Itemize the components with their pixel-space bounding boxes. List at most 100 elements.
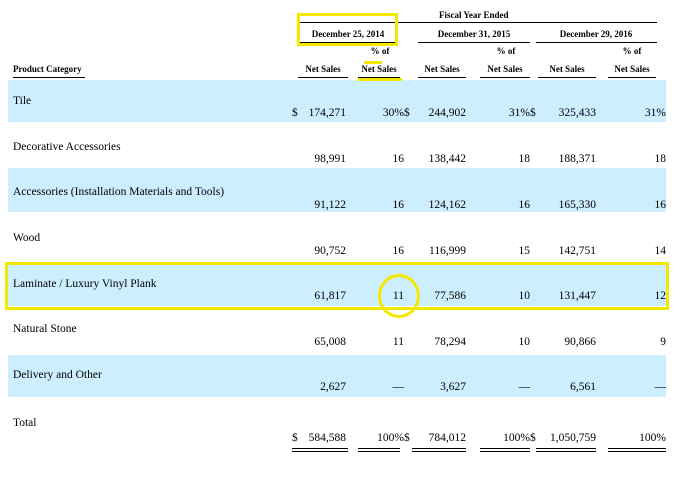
category-label: Natural Stone: [13, 323, 77, 335]
pct-value: 16: [392, 199, 405, 211]
net-sales-value: 98,991: [314, 153, 346, 165]
pct-value: 18: [518, 153, 531, 165]
row-band: [8, 168, 666, 212]
net-sales-value: 165,330: [558, 199, 596, 211]
highlight-mark-pct: [364, 61, 382, 64]
header-underline: [608, 77, 656, 78]
header-underline: [480, 77, 530, 78]
net-sales-value: 91,122: [314, 199, 346, 211]
pct-value: 31%: [644, 107, 666, 119]
pct-of-2015: % of: [496, 46, 516, 56]
pct-value: 9: [660, 336, 666, 348]
pct-value: 30%: [382, 107, 404, 119]
pct-value: 31%: [508, 107, 530, 119]
net-sales-value: 138,442: [428, 153, 466, 165]
row-band: [8, 80, 666, 122]
header-underline: [358, 77, 400, 78]
total-double-underline: [292, 448, 348, 449]
net-sales-value: 784,012: [428, 432, 466, 444]
period-2016: December 29, 2016: [559, 29, 633, 39]
pct-value: 12: [654, 290, 667, 302]
total-double-underline: [358, 448, 400, 449]
net-sales-value: 142,751: [558, 245, 596, 257]
net-sales-value: 174,271: [308, 107, 346, 119]
pct-value: 10: [518, 336, 531, 348]
net-sales-value: 116,999: [429, 245, 466, 257]
product-category-underline: [13, 77, 85, 78]
header-underline: [538, 77, 596, 78]
total-double-underline: [412, 448, 466, 449]
net-sales-value: 584,588: [308, 432, 346, 444]
pct-net-sales-2014-header: Net Sales: [361, 64, 397, 74]
pct-value: 14: [654, 245, 667, 257]
pct-value: 16: [654, 199, 667, 211]
period-2014-underline: [298, 42, 398, 43]
row-band: [8, 355, 666, 397]
pct-net-sales-2016-header: Net Sales: [614, 64, 650, 74]
net-sales-value: 90,752: [314, 245, 346, 257]
total-double-underline: [536, 448, 596, 449]
net-sales-value: 2,627: [320, 381, 346, 393]
net-sales-2014-header: Net Sales: [305, 64, 341, 74]
net-sales-value: 3,627: [440, 381, 466, 393]
total-double-underline: [536, 451, 596, 452]
total-double-underline: [608, 448, 666, 449]
net-sales-value: 188,371: [558, 153, 596, 165]
total-double-underline: [292, 451, 348, 452]
net-sales-value: 244,902: [428, 107, 466, 119]
pct-value: —: [518, 381, 531, 393]
total-double-underline: [480, 451, 530, 452]
highlight-circle-laminate-pct: [378, 274, 420, 318]
net-sales-value: 77,586: [434, 290, 466, 302]
net-sales-2015-header: Net Sales: [424, 64, 460, 74]
period-2016-underline: [536, 42, 657, 43]
pct-value: 16: [518, 199, 531, 211]
category-label: Accessories (Installation Materials and …: [13, 186, 225, 198]
pct-value: —: [654, 381, 667, 393]
pct-value: 100%: [377, 432, 404, 444]
net-sales-value: 65,008: [314, 336, 346, 348]
pct-net-sales-2015-header: Net Sales: [487, 64, 523, 74]
pct-of-2016: % of: [622, 46, 642, 56]
row-band: [8, 264, 666, 306]
pct-value: 100%: [503, 432, 530, 444]
net-sales-value: 1,050,759: [550, 432, 596, 444]
net-sales-value: 90,866: [564, 336, 596, 348]
pct-value: 16: [392, 153, 405, 165]
currency-symbol: $: [404, 432, 410, 444]
currency-symbol: $: [292, 107, 298, 119]
pct-of-2014: % of: [370, 46, 390, 56]
header-underline: [418, 77, 466, 78]
total-double-underline: [608, 451, 666, 452]
net-sales-value: 61,817: [314, 290, 346, 302]
period-2015: December 31, 2015: [437, 29, 511, 39]
total-double-underline: [480, 448, 530, 449]
header-underline: [298, 77, 348, 78]
highlight-underline-pct: [358, 78, 402, 81]
pct-value: —: [392, 381, 405, 393]
category-label: Tile: [13, 95, 32, 107]
category-label: Laminate / Luxury Vinyl Plank: [13, 278, 157, 290]
category-label: Wood: [13, 232, 41, 244]
currency-symbol: $: [404, 107, 410, 119]
pct-value: 15: [518, 245, 531, 257]
currency-symbol: $: [530, 107, 536, 119]
fiscal-year-label: Fiscal Year Ended: [439, 10, 509, 20]
fiscal-underline: [298, 22, 657, 23]
pct-value: 18: [654, 153, 667, 165]
total-double-underline: [358, 451, 400, 452]
highlight-box-laminate-row: [5, 262, 669, 310]
total-double-underline: [412, 451, 466, 452]
pct-value: 10: [518, 290, 531, 302]
pct-value: 100%: [639, 432, 666, 444]
period-2015-underline: [418, 42, 530, 43]
net-sales-2016-header: Net Sales: [549, 64, 585, 74]
pct-value: 16: [392, 245, 405, 257]
category-label: Delivery and Other: [13, 369, 102, 381]
net-sales-value: 78,294: [434, 336, 466, 348]
net-sales-value: 131,447: [558, 290, 596, 302]
pct-value: 11: [392, 336, 404, 348]
currency-symbol: $: [530, 432, 536, 444]
net-sales-value: 124,162: [428, 199, 466, 211]
period-2014: December 25, 2014: [311, 29, 385, 39]
